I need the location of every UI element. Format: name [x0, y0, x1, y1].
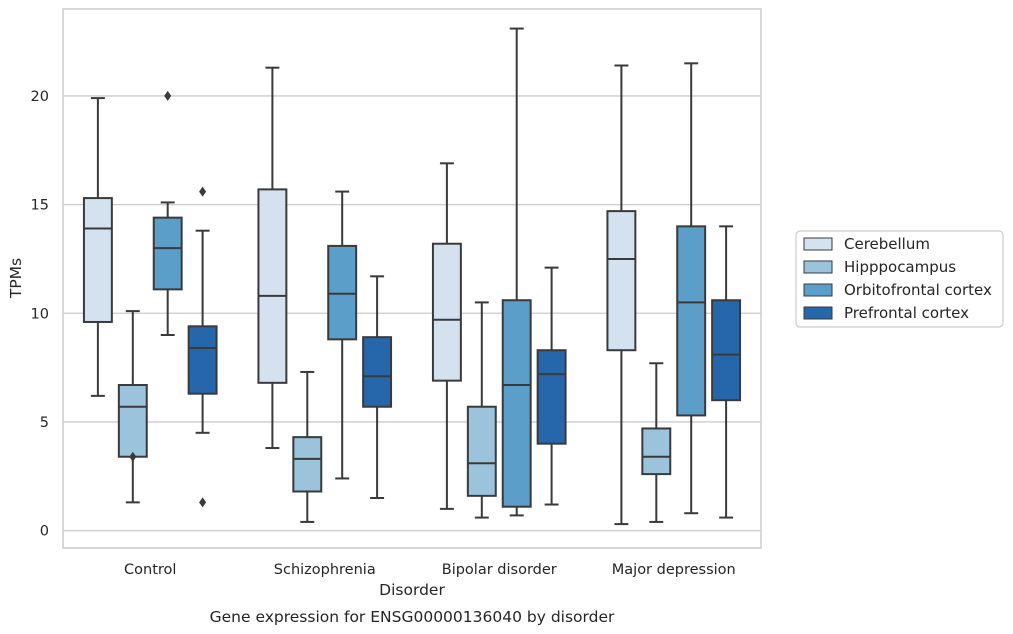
box-plot-area — [82, 27, 742, 526]
box-body — [711, 299, 742, 402]
legend-swatch — [803, 306, 833, 320]
box-orbitofrontal-cortex — [676, 62, 707, 515]
box-hipppocampus — [641, 362, 672, 523]
legend-swatch — [803, 237, 833, 251]
outlier-point — [129, 451, 137, 462]
x-axis-ticks: Control Schizophrenia Bipolar disorder Majo… — [124, 562, 736, 578]
y-tick-label: 10 — [31, 306, 49, 322]
box-body — [536, 349, 567, 445]
box-body — [152, 216, 183, 291]
gridlines — [63, 95, 761, 532]
legend: Cerebellum Hipppocampus Orbitofrontal cort… — [795, 230, 1004, 328]
x-axis-label: Disorder — [379, 581, 445, 599]
box-prefrontal-cortex — [711, 225, 742, 519]
box-cerebellum — [257, 66, 288, 450]
outlier-point — [199, 497, 207, 508]
box-prefrontal-cortex — [536, 266, 567, 506]
box-hipppocampus — [292, 370, 323, 523]
box-hipppocampus — [466, 301, 497, 519]
legend-frame — [795, 230, 1004, 328]
x-tick-label: Major depression — [612, 562, 736, 578]
outlier-point — [199, 186, 207, 197]
box-body — [501, 299, 532, 508]
box-cerebellum — [82, 97, 113, 397]
box-orbitofrontal-cortex — [327, 190, 358, 480]
y-axis-ticks: 0 5 10 15 20 — [31, 89, 49, 540]
box-body — [117, 383, 148, 458]
x-tick-label: Bipolar disorder — [442, 562, 557, 578]
box-body — [257, 188, 288, 384]
chart-caption: Gene expression for ENSG00000136040 by d… — [210, 608, 615, 626]
x-tick-label: Schizophrenia — [274, 562, 376, 578]
box-orbitofrontal-cortex — [501, 27, 532, 517]
x-tick-label: Control — [124, 562, 176, 578]
box-cerebellum — [606, 64, 637, 526]
legend-label: Hipppocampus — [844, 258, 956, 276]
y-tick-label: 5 — [40, 415, 49, 431]
legend-label: Cerebellum — [844, 235, 930, 253]
plot-frame — [62, 8, 762, 549]
outlier-point — [164, 90, 172, 101]
box-body — [676, 225, 707, 417]
box-body — [606, 210, 637, 352]
y-axis-label: TPMs — [7, 258, 25, 299]
box-body — [187, 325, 218, 395]
box-prefrontal-cortex — [362, 275, 393, 500]
legend-label: Prefrontal cortex — [844, 304, 969, 322]
box-cerebellum — [431, 162, 462, 510]
legend-label: Orbitofrontal cortex — [844, 281, 992, 299]
box-body — [292, 436, 323, 493]
legend-swatch — [803, 260, 833, 274]
box-body — [82, 197, 113, 323]
y-tick-label: 15 — [31, 198, 49, 214]
box-body — [641, 427, 672, 476]
y-tick-label: 20 — [31, 89, 49, 105]
box-prefrontal-cortex — [187, 186, 218, 508]
box-body — [431, 242, 462, 382]
box-orbitofrontal-cortex — [152, 90, 183, 337]
box-hipppocampus — [117, 310, 148, 504]
y-tick-label: 0 — [40, 524, 49, 540]
legend-swatch — [803, 283, 833, 297]
box-body — [466, 405, 497, 497]
box-body — [327, 244, 358, 341]
box-body — [362, 336, 393, 408]
